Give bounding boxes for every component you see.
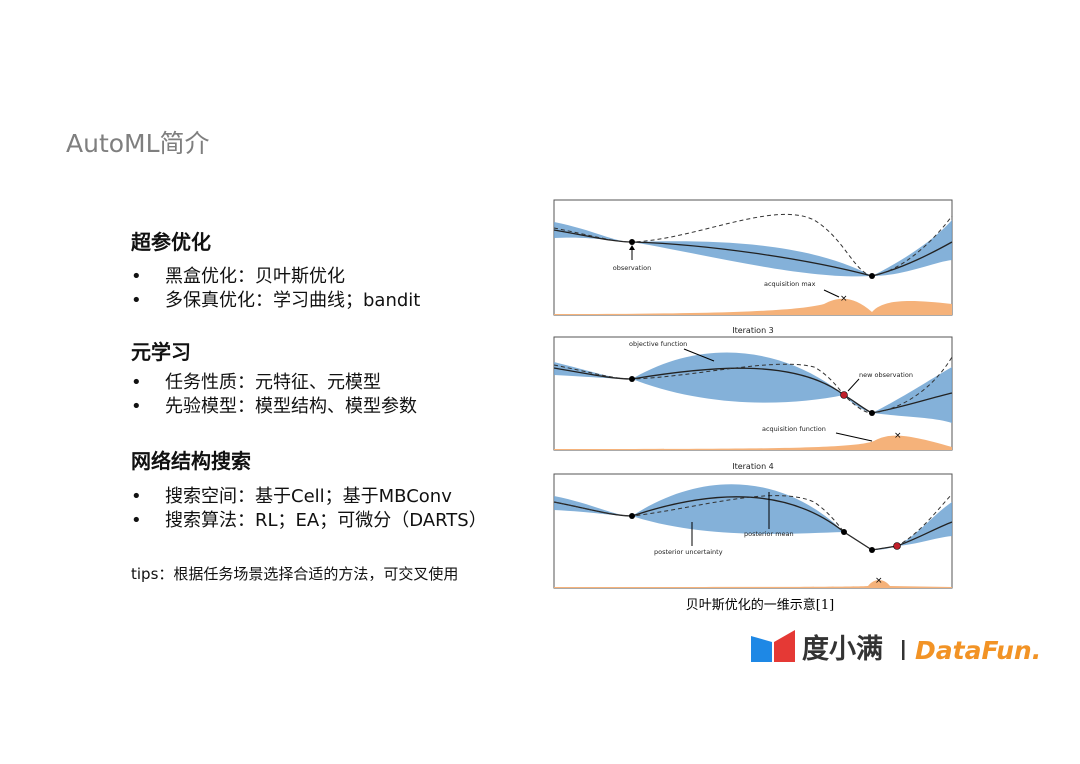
bullet: 黑盒优化：贝叶斯优化 [131,265,345,289]
acquisition-max-mark: × [840,294,848,304]
logo: 度小满 DataFun. [750,628,1050,668]
bullet: 多保真优化：学习曲线；bandit [131,289,420,313]
bullet: 先验模型：模型结构、模型参数 [131,395,417,419]
panel: objective function new observation acqui… [553,336,953,451]
annotation: posterior uncertainty [654,548,723,556]
bullet: 搜索空间：基于Cell；基于MBConv [131,485,452,509]
annotation: posterior mean [744,530,794,538]
annotation: acquisition function [762,425,826,433]
section-heading: 元学习 [131,340,191,364]
annotation: new observation [859,371,913,379]
panel: observation acquisition max × [553,199,953,316]
section-heading: 网络结构搜索 [131,449,251,473]
acquisition-max-mark: × [894,431,902,441]
tips: tips：根据任务场景选择合适的方法，可交叉使用 [131,565,459,583]
figure-caption: 贝叶斯优化的一维示意[1] [686,597,834,613]
bullet: 搜索算法：RL；EA；可微分（DARTS） [131,509,487,533]
section-heading: 超参优化 [131,230,211,254]
bullet: 任务性质：元特征、元模型 [131,371,381,395]
logo-graphic: 度小满 DataFun. [751,630,1041,665]
annotation: observation [613,264,651,272]
panel: posterior mean posterior uncertainty × [553,473,953,589]
panel-title: Iteration 3 [732,326,774,335]
slide-title: AutoML简介 [66,129,210,158]
logo-text: 度小满 [802,633,883,665]
annotation: acquisition max [764,280,816,288]
figure: observation acquisition max × Iteration … [553,199,953,613]
panel-title: Iteration 4 [732,462,774,471]
acquisition-max-mark: × [875,576,883,586]
logo-text: DataFun. [915,636,1041,665]
annotation: objective function [629,340,687,348]
